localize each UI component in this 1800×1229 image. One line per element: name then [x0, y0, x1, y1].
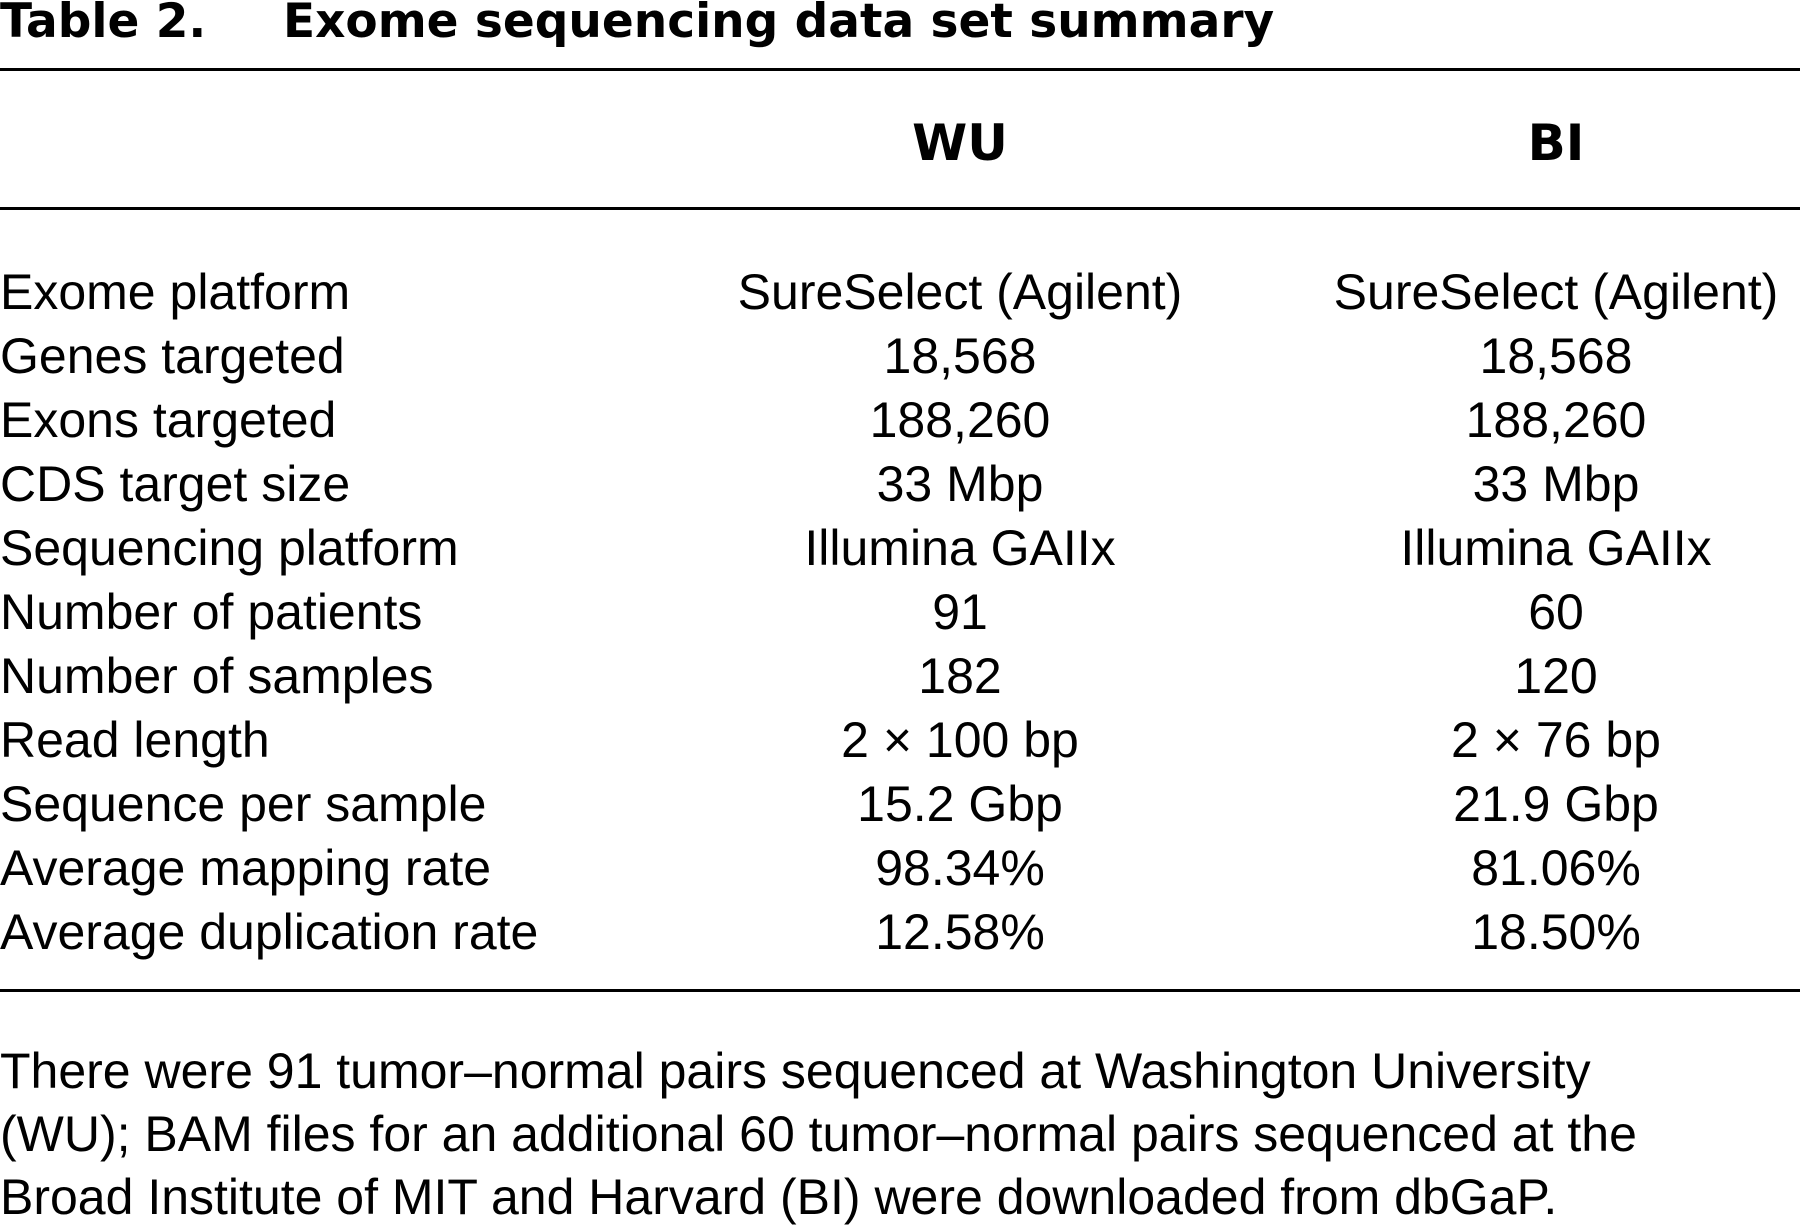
row-label: Read length: [0, 712, 270, 768]
row-label: Number of samples: [0, 648, 434, 704]
cell-wu-value: 15.2 Gbp: [857, 776, 1063, 832]
row-label: Sequence per sample: [0, 776, 487, 832]
table-row: Average mapping rate 98.34% 81.06%: [0, 836, 1800, 900]
table-row: Average duplication rate 12.58% 18.50%: [0, 900, 1800, 964]
table-row: Exome platform SureSelect (Agilent) SureSe…: [0, 260, 1800, 324]
table-row: Number of patients 91 60: [0, 580, 1800, 644]
row-label: CDS target size: [0, 456, 351, 512]
header-rule: [0, 207, 1800, 210]
cell-bi-value: 2 × 76 bp: [1451, 712, 1661, 768]
footnote-line: There were 91 tumor–normal pairs sequenc…: [0, 1043, 1591, 1099]
row-label: Genes targeted: [0, 328, 345, 384]
cell-bi-value: 33 Mbp: [1472, 456, 1640, 512]
row-label: Exome platform: [0, 264, 351, 320]
cell-wu-value: Illumina GAIIx: [804, 520, 1116, 576]
cell-bi-value: 120: [1514, 648, 1598, 704]
footnote-line: (WU); BAM files for an additional 60 tum…: [0, 1106, 1637, 1162]
table-row: Exons targeted 188,260 188,260: [0, 388, 1800, 452]
cell-wu-value: 182: [918, 648, 1002, 704]
table-row: Sequence per sample 15.2 Gbp 21.9 Gbp: [0, 772, 1800, 836]
table-row: Sequencing platform Illumina GAIIx Illumin…: [0, 516, 1800, 580]
cell-bi-value: 18.50%: [1471, 904, 1641, 960]
table-label: Table 2.: [0, 0, 207, 49]
cell-wu-value: 2 × 100 bp: [841, 712, 1079, 768]
table-title-line: Table 2. Exome sequencing data set summar…: [0, 0, 1274, 52]
table-row: Number of samples 182 120: [0, 644, 1800, 708]
cell-bi-value: 81.06%: [1471, 840, 1641, 896]
row-label: Number of patients: [0, 584, 423, 640]
table-body: Exome platform SureSelect (Agilent) SureSe…: [0, 260, 1800, 964]
table-row: Genes targeted 18,568 18,568: [0, 324, 1800, 388]
bottom-rule: [0, 989, 1800, 992]
cell-bi-value: 60: [1528, 584, 1584, 640]
cell-wu-value: 12.58%: [875, 904, 1045, 960]
cell-bi-value: 18,568: [1479, 328, 1633, 384]
column-header-bi: BI: [1527, 114, 1585, 172]
cell-wu-value: 18,568: [883, 328, 1037, 384]
cell-wu-value: 188,260: [869, 392, 1051, 448]
cell-bi-value: 21.9 Gbp: [1453, 776, 1659, 832]
table-row: Read length 2 × 100 bp 2 × 76 bp: [0, 708, 1800, 772]
top-rule: [0, 68, 1800, 71]
cell-bi-value: 188,260: [1465, 392, 1647, 448]
row-label: Exons targeted: [0, 392, 337, 448]
cell-wu-value: 91: [932, 584, 988, 640]
cell-wu-value: 33 Mbp: [876, 456, 1044, 512]
table-title: Exome sequencing data set summary: [283, 0, 1275, 49]
cell-bi-value: SureSelect (Agilent): [1333, 264, 1779, 320]
row-label: Sequencing platform: [0, 520, 459, 576]
row-label: Average mapping rate: [0, 840, 492, 896]
table-row: CDS target size 33 Mbp 33 Mbp: [0, 452, 1800, 516]
cell-wu-value: SureSelect (Agilent): [737, 264, 1183, 320]
footnote-line: Broad Institute of MIT and Harvard (BI) …: [0, 1169, 1558, 1225]
table-footnote: There were 91 tumor–normal pairs sequenc…: [0, 1040, 1800, 1229]
cell-bi-value: Illumina GAIIx: [1400, 520, 1712, 576]
row-label: Average duplication rate: [0, 904, 539, 960]
cell-wu-value: 98.34%: [875, 840, 1045, 896]
column-header-wu: WU: [912, 114, 1008, 172]
